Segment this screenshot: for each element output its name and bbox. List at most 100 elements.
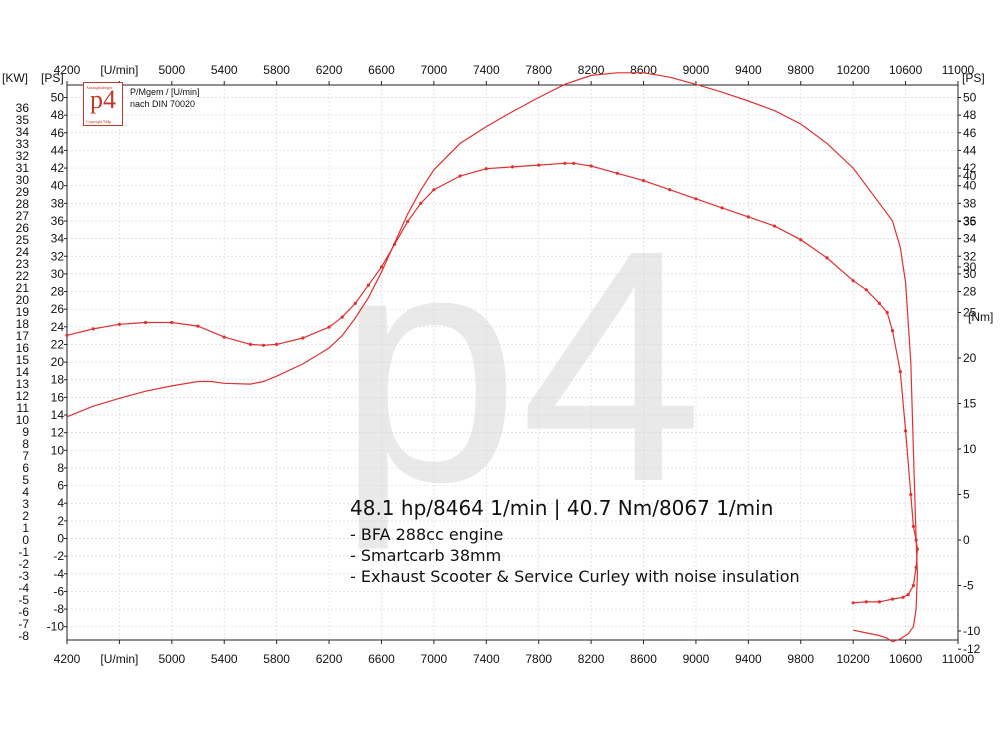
ps-left-tick-label: 36 <box>51 214 65 228</box>
kw-tick-label: 13 <box>16 377 30 391</box>
torque-point <box>91 327 95 331</box>
y-axes: -8-7-6-5-4-3-2-1012345678910111213141516… <box>2 71 993 656</box>
torque-point <box>340 315 344 319</box>
torque-point <box>572 161 576 165</box>
torque-point <box>720 206 724 210</box>
nm-tick-label: 35 <box>963 215 977 229</box>
ps-left-tick-label: 26 <box>51 302 65 316</box>
torque-point <box>773 224 777 228</box>
kw-tick-label: 31 <box>16 161 30 175</box>
ps-left-tick-label: 14 <box>51 408 65 422</box>
kw-tick-label: -7 <box>18 617 29 631</box>
ps-left-tick-label: -4 <box>53 567 64 581</box>
x-tick-label: 9800 <box>787 652 814 666</box>
nm-tick-label: 20 <box>963 351 977 365</box>
kw-tick-label: 29 <box>16 185 30 199</box>
x-tick-label: 10600 <box>889 63 923 77</box>
kw-tick-label: 6 <box>22 461 29 475</box>
kw-tick-label: 24 <box>16 245 30 259</box>
kw-tick-label: 25 <box>16 233 30 247</box>
kw-tick-label: 35 <box>16 113 30 127</box>
torque-point <box>851 279 855 283</box>
torque-point <box>366 283 370 287</box>
ps-left-tick-label: 48 <box>51 108 65 122</box>
x-tick-label: 8600 <box>630 652 657 666</box>
x-tick-label: 9400 <box>735 652 762 666</box>
ps-right-tick-label: 46 <box>963 126 977 140</box>
ps-left-tick-label: 10 <box>51 443 65 457</box>
torque-point <box>327 325 331 329</box>
nm-tick-label: 10 <box>963 442 977 456</box>
torque-point <box>898 370 902 374</box>
ps-right-tick-label: 34 <box>963 232 977 246</box>
x-tick-label: 5400 <box>211 63 238 77</box>
kw-tick-label: 17 <box>16 329 30 343</box>
torque-point <box>261 343 266 347</box>
kw-tick-label: 0 <box>22 533 29 547</box>
torque-point <box>419 201 423 205</box>
ps-left-tick-label: -8 <box>53 602 64 616</box>
torque-point <box>906 593 910 597</box>
kw-tick-label: -1 <box>18 545 29 559</box>
nm-tick-label: 30 <box>963 260 977 274</box>
kw-tick-label: 8 <box>22 437 29 451</box>
x-tick-label: 5400 <box>211 652 238 666</box>
kw-tick-label: 20 <box>16 293 30 307</box>
torque-point <box>275 342 279 346</box>
torque-point <box>864 600 868 604</box>
ps-left-tick-label: 34 <box>51 232 65 246</box>
x-tick-label: 5800 <box>263 63 290 77</box>
x-tick-label: 9000 <box>683 652 710 666</box>
ps-left-tick-label: 40 <box>51 179 65 193</box>
annotation-headline: 48.1 hp/8464 1/min | 40.7 Nm/8067 1/min <box>350 496 774 520</box>
nm-tick-label: -12 <box>963 642 981 656</box>
p4-logo: Ansaugthalinger p4 Copyright 94dp <box>83 82 123 126</box>
annotation-line: - Exhaust Scooter & Service Curley with … <box>350 567 800 586</box>
kw-tick-label: -2 <box>18 557 29 571</box>
ps-left-tick-label: 0 <box>57 532 64 546</box>
chart-header-subtitle: nach DIN 70020 <box>130 99 196 109</box>
torque-point <box>885 310 889 315</box>
ps-left-tick-label: 50 <box>51 91 65 105</box>
torque-point <box>668 188 672 192</box>
ps-left-tick-label: -6 <box>53 584 64 598</box>
kw-tick-label: 30 <box>16 173 30 187</box>
torque-point <box>353 301 357 305</box>
torque-point <box>484 167 488 171</box>
torque-point <box>877 600 882 604</box>
x-tick-label: 10200 <box>836 652 870 666</box>
annotation-line: - Smartcarb 38mm <box>350 546 502 565</box>
x-axis: 4200420050005000540054005800580062006200… <box>54 63 975 666</box>
x-tick-label: 9800 <box>787 63 814 77</box>
kw-tick-label: 33 <box>16 137 30 151</box>
torque-point <box>379 265 384 269</box>
nm-tick-label: -5 <box>963 579 974 593</box>
kw-tick-label: 27 <box>16 209 30 223</box>
x-axis-unit-label: [U/min] <box>100 652 138 666</box>
kw-tick-label: 19 <box>16 305 30 319</box>
ps-right-tick-label: 28 <box>963 285 977 299</box>
x-tick-label: 6200 <box>316 652 343 666</box>
kw-tick-label: 32 <box>16 149 30 163</box>
kw-tick-label: -6 <box>18 605 29 619</box>
torque-point <box>890 597 895 601</box>
ps-left-tick-label: 8 <box>57 461 64 475</box>
x-tick-label: 5800 <box>263 652 290 666</box>
kw-tick-label: 11 <box>17 401 30 415</box>
torque-point <box>222 335 226 339</box>
kw-tick-label: 14 <box>16 365 30 379</box>
torque-point <box>248 342 252 346</box>
torque-point <box>890 329 895 333</box>
kw-tick-label: -4 <box>18 581 29 595</box>
x-tick-label: 9400 <box>735 63 762 77</box>
kw-tick-label: 9 <box>22 425 29 439</box>
ps-right-tick-label: 30 <box>963 267 977 281</box>
kw-tick-label: 12 <box>16 389 30 403</box>
annotation-line: - BFA 288cc engine <box>350 525 504 544</box>
kw-tick-label: 36 <box>16 101 30 115</box>
x-tick-label: 5000 <box>158 652 185 666</box>
kw-tick-label: 10 <box>16 413 30 427</box>
torque-point <box>914 538 918 542</box>
torque-point <box>864 288 868 292</box>
ps-left-tick-label: 28 <box>51 285 65 299</box>
